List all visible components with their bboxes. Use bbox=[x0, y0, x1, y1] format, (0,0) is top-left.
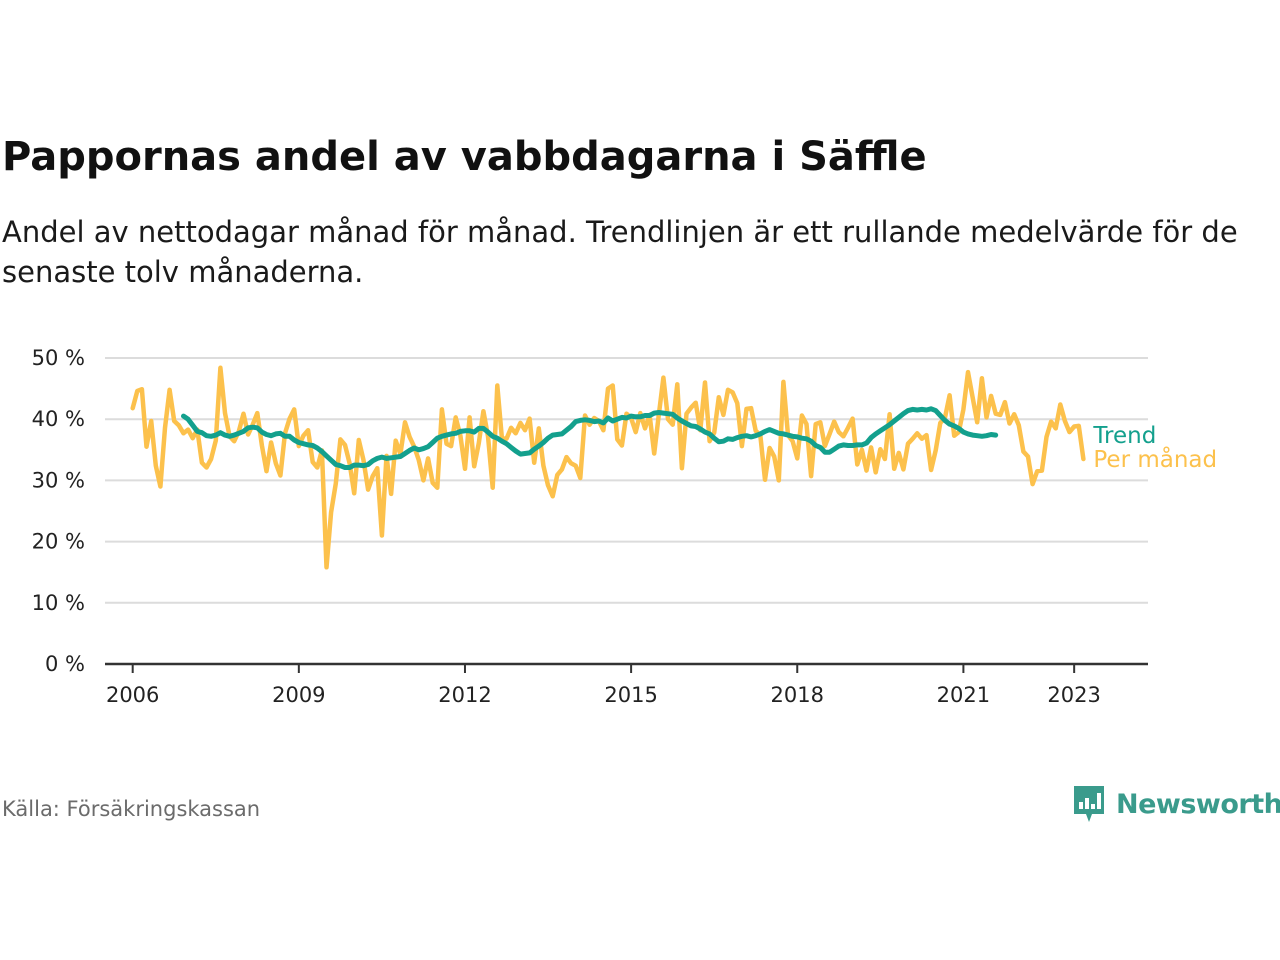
grid-lines bbox=[105, 357, 1148, 604]
y-tick-label: 10 % bbox=[32, 591, 85, 615]
source-note: Källa: Försäkringskassan bbox=[2, 797, 261, 821]
brand-name: Newsworthy bbox=[1116, 788, 1280, 820]
legend-per-manad: Per månad bbox=[1093, 445, 1217, 473]
chart-title: Pappornas andel av vabbdagarna i Säffle bbox=[2, 134, 927, 180]
y-tick-label: 50 % bbox=[32, 346, 85, 370]
newsworthy-logo-icon bbox=[1074, 786, 1104, 822]
chart-subtitle: Andel av nettodagar månad för månad. Tre… bbox=[2, 215, 1238, 289]
x-tick-label: 2023 bbox=[1047, 683, 1100, 707]
x-tick-label: 2018 bbox=[771, 683, 824, 707]
x-axis-ticks: 2006 2009 2012 2015 2018 2021 2023 bbox=[106, 664, 1101, 707]
series-line-per-manad bbox=[130, 365, 1086, 570]
y-tick-label: 20 % bbox=[32, 530, 85, 554]
y-tick-label: 30 % bbox=[32, 468, 85, 492]
x-tick-label: 2006 bbox=[106, 683, 159, 707]
legend-trend: Trend bbox=[1092, 423, 1156, 449]
y-tick-label: 40 % bbox=[32, 407, 85, 431]
x-tick-label: 2009 bbox=[272, 683, 325, 707]
line-chart: 0 % 10 % 20 % 30 % 40 % 50 % 2006 2009 2012 2015… bbox=[32, 346, 1217, 707]
series-lines bbox=[130, 365, 1086, 570]
series-line-trend bbox=[181, 406, 999, 470]
newsworthy-brand[interactable]: Newsworthy bbox=[1072, 784, 1280, 824]
y-tick-label: 0 % bbox=[45, 652, 85, 676]
x-tick-label: 2012 bbox=[438, 683, 491, 707]
x-tick-label: 2015 bbox=[604, 683, 657, 707]
y-axis-ticks: 0 % 10 % 20 % 30 % 40 % 50 % bbox=[32, 346, 85, 676]
x-tick-label: 2021 bbox=[937, 683, 990, 707]
